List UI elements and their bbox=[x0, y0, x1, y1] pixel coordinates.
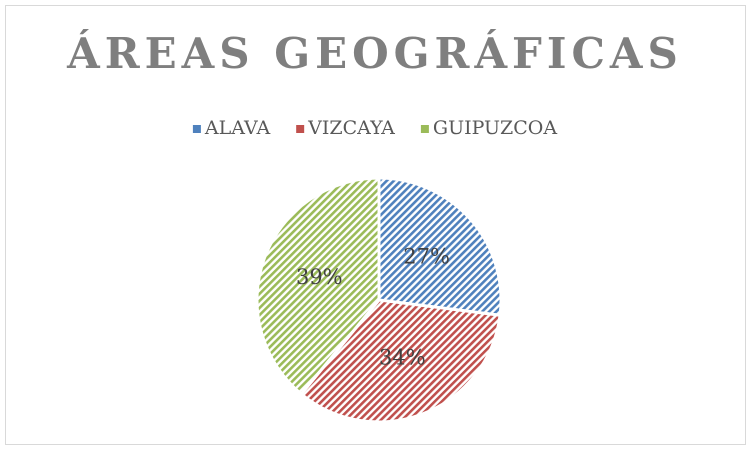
legend-marker bbox=[192, 125, 201, 133]
legend-text: GUIPUZCOA bbox=[433, 117, 557, 139]
legend: ALAVA VIZCAYA GUIPUZCOA bbox=[192, 117, 557, 139]
value-label: 34% bbox=[379, 345, 426, 369]
legend-marker bbox=[420, 125, 429, 133]
legend-text: ALAVA bbox=[204, 117, 271, 139]
value-label: 39% bbox=[296, 265, 343, 289]
value-label: 27% bbox=[403, 245, 450, 269]
pie-slice bbox=[255, 176, 381, 397]
legend-marker bbox=[296, 125, 305, 133]
chart-title: ÁREAS GEOGRÁFICAS bbox=[66, 28, 683, 78]
pie-slice bbox=[377, 176, 503, 317]
pie-slice bbox=[299, 298, 502, 424]
legend-text: VIZCAYA bbox=[307, 117, 395, 139]
